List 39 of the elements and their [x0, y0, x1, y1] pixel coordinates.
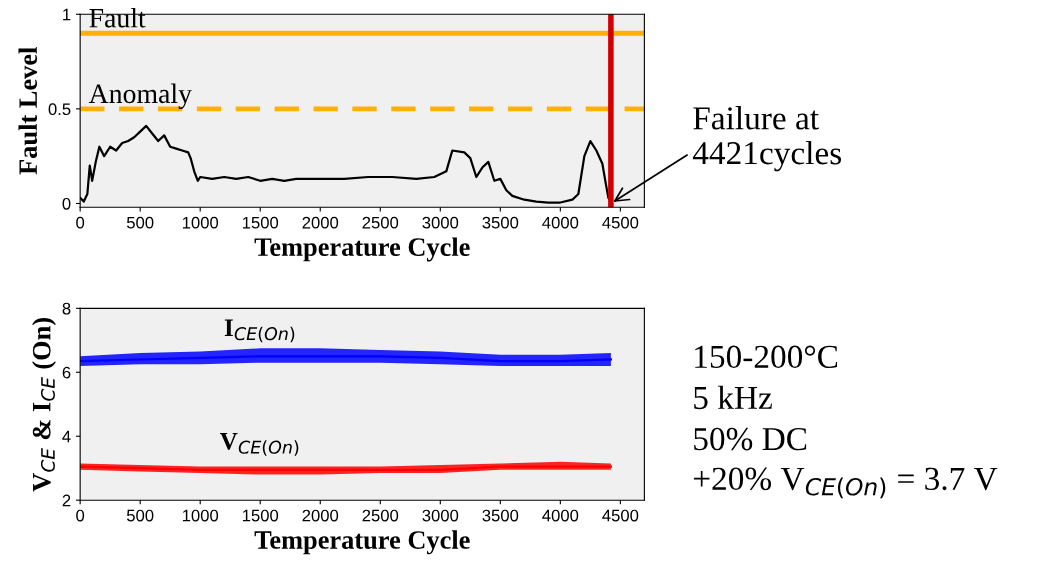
x-tick-label: 1000: [182, 216, 219, 229]
x-tick-label: 3500: [482, 509, 519, 522]
x-tick-label: 2000: [302, 216, 339, 229]
x-tick-label: 4000: [542, 509, 579, 522]
series-label: I$_{CE(On)}$: [224, 319, 295, 343]
y-axis-title: Fault Level: [18, 47, 38, 175]
y-tick-label: 0: [62, 197, 71, 210]
text: 5 kHz: [694, 385, 772, 410]
x-tick-label: 0: [76, 216, 85, 229]
x-tick-label: 2000: [302, 509, 339, 522]
x-tick-label: 3500: [482, 216, 519, 229]
annotation: Failure at 4421cycles: [692, 106, 842, 172]
x-tick-label: 4000: [542, 216, 579, 229]
x-tick-label: 1500: [242, 509, 279, 522]
x-tick-label: 4500: [602, 216, 639, 229]
x-tick-label: 1500: [242, 216, 279, 229]
x-tick-label: 0: [76, 509, 85, 522]
x-tick-label: 500: [126, 216, 154, 229]
x-axis-title: Temperature Cycle: [254, 530, 470, 555]
y-tick-label: 4: [62, 430, 71, 443]
y-tick-label: 6: [62, 366, 71, 379]
y-axis-title: V$_{CE}$ & I$_{CE}$ (On): [32, 318, 56, 492]
x-tick-label: 1000: [182, 509, 219, 522]
y-tick-label: 8: [62, 302, 71, 315]
x-tick-label: 3000: [422, 216, 459, 229]
x-axis-title: Temperature Cycle: [254, 237, 470, 262]
series-label: V$_{CE(On)}$: [220, 433, 299, 456]
y-tick-label: 1: [63, 8, 71, 21]
x-tick-label: 3000: [422, 509, 459, 522]
x-tick-label: 500: [126, 509, 154, 522]
x-tick-label: 4500: [602, 509, 639, 522]
y-tick-label: 0.5: [48, 103, 71, 116]
x-tick-label: 2500: [362, 216, 399, 229]
text: 50% DC: [694, 427, 807, 451]
x-tick-label: 2500: [362, 509, 399, 522]
ref-line-label: Anomaly: [88, 83, 192, 109]
text: 150-200°C: [695, 345, 838, 369]
text: +20% V$_{CE(On)}$ = 3.7 V: [693, 467, 998, 499]
y-tick-label: 2: [62, 494, 71, 507]
